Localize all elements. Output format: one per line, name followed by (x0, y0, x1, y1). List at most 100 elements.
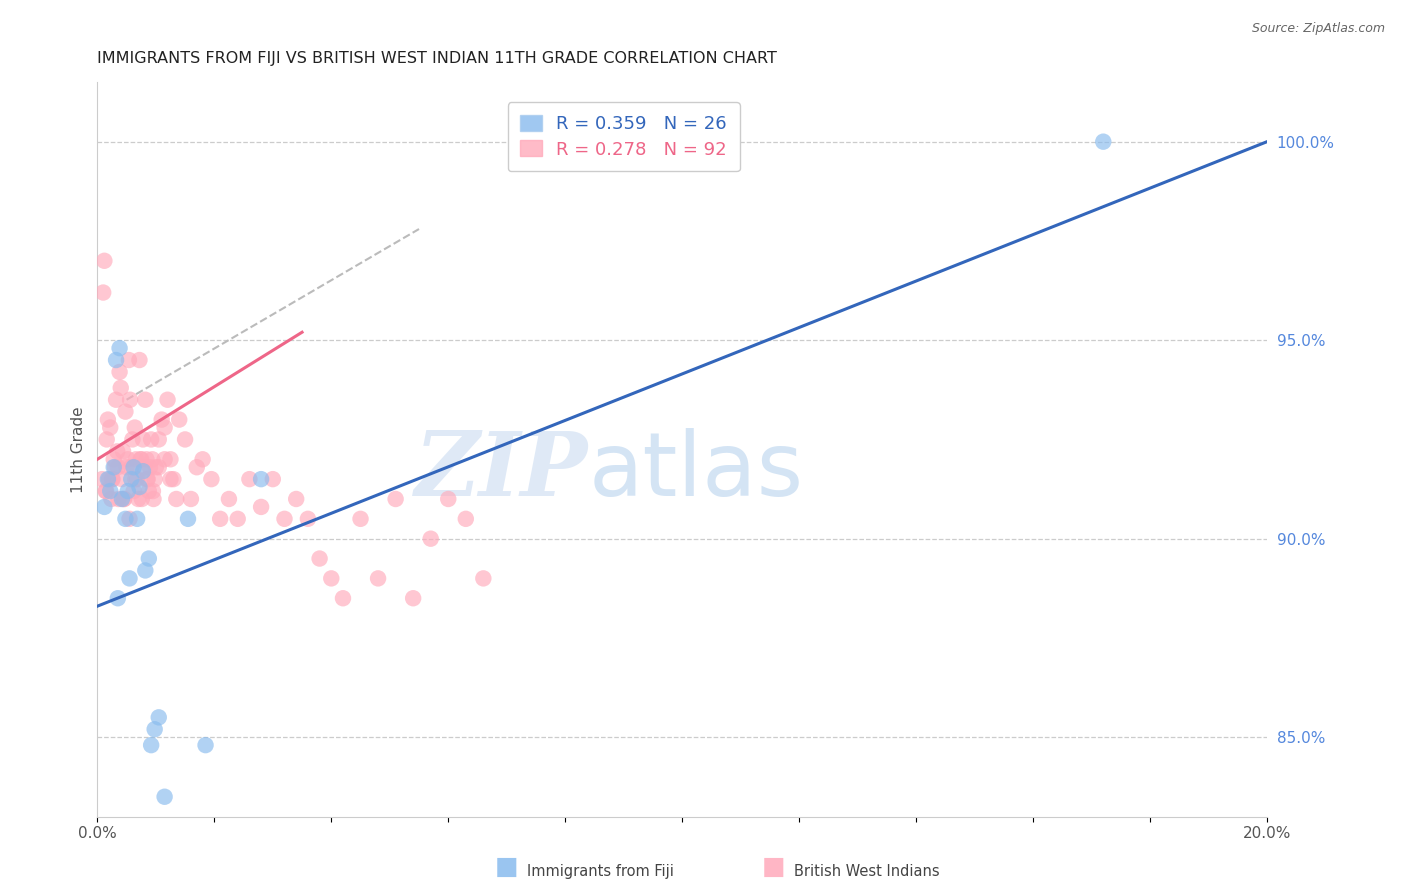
Point (117, 484, 139, 499)
Point (124, 420, 146, 434)
Point (139, 460, 162, 475)
Point (114, 512, 136, 526)
Point (94, 484, 117, 499)
Point (148, 433, 170, 447)
Point (138, 484, 160, 499)
Point (118, 353, 141, 368)
Point (134, 392, 156, 407)
Point (114, 404, 136, 418)
Point (250, 500, 273, 514)
Point (98, 472, 121, 486)
Point (165, 491, 187, 506)
Point (321, 571, 343, 585)
Point (159, 472, 181, 486)
Point (112, 491, 135, 506)
Point (104, 460, 127, 475)
Point (127, 491, 149, 506)
Point (454, 512, 477, 526)
Point (105, 353, 128, 368)
Point (141, 738, 163, 752)
Point (105, 444, 128, 458)
Point (131, 491, 153, 506)
Point (91, 285, 114, 300)
Point (273, 512, 295, 526)
Point (94, 484, 117, 499)
Point (143, 723, 166, 737)
Point (110, 381, 132, 395)
Point (148, 710, 170, 724)
Point (402, 591, 425, 606)
Point (107, 491, 129, 506)
Text: ZIP: ZIP (415, 428, 589, 515)
Point (129, 452, 152, 467)
Point (93, 253, 115, 268)
Text: ■: ■ (495, 855, 517, 879)
Point (134, 564, 156, 578)
Point (111, 472, 134, 486)
Point (103, 452, 125, 467)
Point (349, 512, 371, 526)
Point (153, 789, 176, 804)
Point (177, 512, 200, 526)
Point (101, 472, 124, 486)
Point (100, 491, 122, 506)
Point (101, 472, 124, 486)
Point (135, 452, 157, 467)
Point (128, 480, 150, 494)
Point (127, 472, 149, 486)
Point (134, 460, 156, 475)
Point (108, 341, 131, 355)
Legend: R = 0.359   N = 26, R = 0.278   N = 92: R = 0.359 N = 26, R = 0.278 N = 92 (508, 103, 740, 171)
Point (108, 365, 131, 379)
Point (153, 420, 176, 434)
Point (136, 472, 159, 486)
Point (105, 392, 128, 407)
Point (132, 433, 155, 447)
Point (162, 472, 184, 486)
Point (122, 460, 145, 475)
Point (148, 460, 170, 475)
Point (107, 460, 129, 475)
Text: IMMIGRANTS FROM FIJI VS BRITISH WEST INDIAN 11TH GRADE CORRELATION CHART: IMMIGRANTS FROM FIJI VS BRITISH WEST IND… (97, 51, 778, 66)
Point (124, 472, 146, 486)
Point (120, 472, 142, 486)
Point (111, 491, 134, 506)
Point (218, 491, 240, 506)
Point (97, 472, 120, 486)
Point (120, 392, 142, 407)
Point (159, 452, 181, 467)
Point (143, 472, 166, 486)
Point (122, 484, 145, 499)
Point (226, 512, 249, 526)
Point (118, 571, 141, 585)
Point (1092, 135, 1115, 149)
Text: Immigrants from Fiji: Immigrants from Fiji (527, 863, 673, 879)
Point (112, 491, 135, 506)
Point (419, 532, 441, 546)
Point (285, 491, 308, 506)
Point (186, 460, 208, 475)
Point (103, 460, 125, 475)
Point (250, 472, 273, 486)
Point (145, 460, 167, 475)
Text: British West Indians: British West Indians (794, 863, 941, 879)
Point (125, 452, 148, 467)
Point (262, 472, 284, 486)
Point (128, 353, 150, 368)
Point (141, 452, 163, 467)
Point (150, 412, 173, 426)
Point (200, 472, 222, 486)
Point (91, 472, 114, 486)
Point (142, 484, 165, 499)
Point (174, 433, 197, 447)
Point (167, 412, 190, 426)
Point (384, 491, 406, 506)
Point (332, 591, 354, 606)
Point (117, 452, 139, 467)
Point (153, 452, 176, 467)
Point (238, 472, 260, 486)
Point (297, 512, 319, 526)
Point (194, 738, 217, 752)
Point (156, 392, 179, 407)
Point (96, 433, 118, 447)
